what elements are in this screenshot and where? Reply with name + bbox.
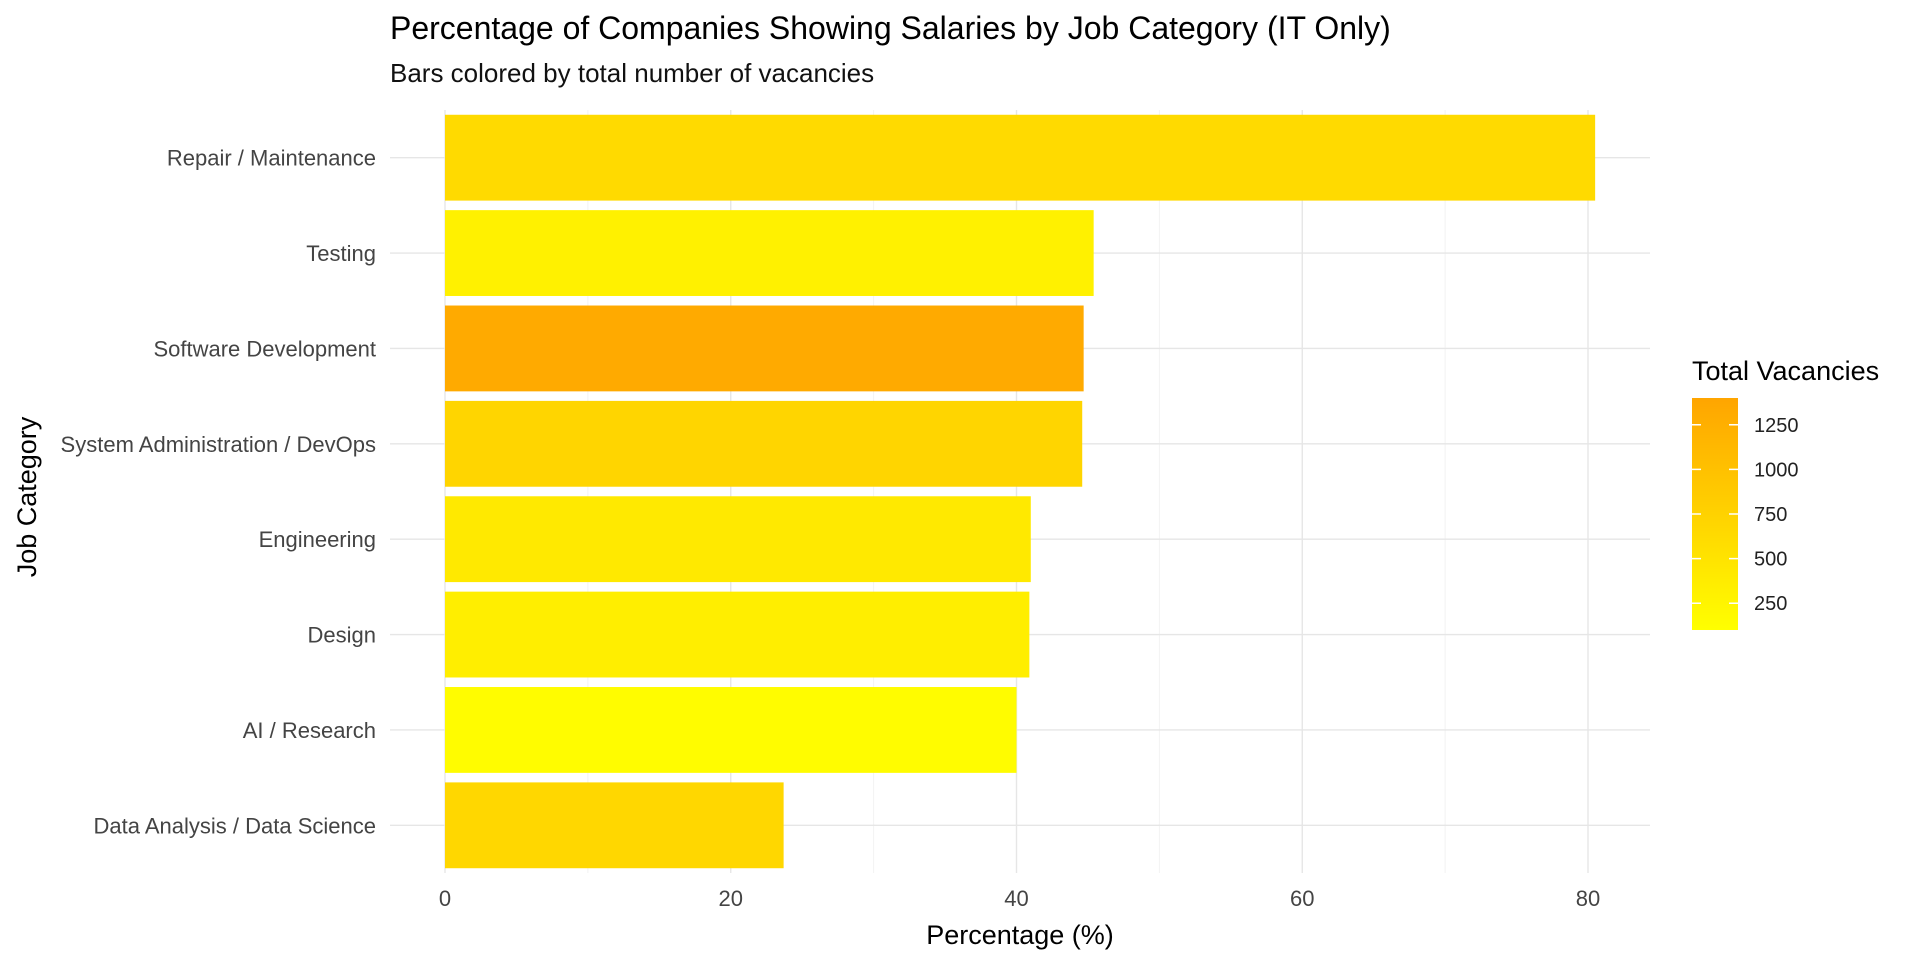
category-label: Testing	[306, 241, 376, 266]
category-label: Engineering	[259, 527, 376, 552]
category-label: AI / Research	[243, 718, 376, 743]
x-tick-label: 40	[1004, 886, 1028, 911]
category-label: System Administration / DevOps	[61, 432, 376, 457]
bar	[445, 400, 1083, 487]
bar	[445, 114, 1596, 201]
legend-tick-label: 500	[1754, 549, 1787, 571]
x-tick-label: 60	[1290, 886, 1314, 911]
category-label: Data Analysis / Data Science	[94, 813, 376, 838]
x-tick-labels: 0 20 40 60 80	[439, 886, 1600, 911]
legend-tick-label: 1250	[1754, 415, 1799, 437]
category-label: Software Development	[153, 336, 376, 361]
x-tick-label: 0	[439, 886, 451, 911]
color-legend: Total Vacancies 250 500 750 1000 1250	[1692, 356, 1879, 630]
legend-tick-label: 750	[1754, 504, 1787, 526]
x-axis-title: Percentage (%)	[926, 920, 1114, 950]
y-axis-title: Job Category	[12, 416, 42, 577]
x-tick-label: 20	[719, 886, 743, 911]
bar	[445, 210, 1094, 296]
bar	[445, 591, 1030, 678]
legend-tick-label: 250	[1754, 593, 1787, 615]
category-label: Repair / Maintenance	[167, 146, 376, 171]
chart-title: Percentage of Companies Showing Salaries…	[390, 10, 1391, 46]
bar	[445, 305, 1084, 392]
legend-title: Total Vacancies	[1692, 356, 1879, 386]
category-label: Design	[308, 623, 376, 648]
x-tick-label: 80	[1576, 886, 1600, 911]
legend-tick-label: 1000	[1754, 459, 1799, 481]
bar	[445, 782, 784, 869]
bar	[445, 496, 1031, 583]
bar	[445, 687, 1017, 773]
chart-subtitle: Bars colored by total number of vacancie…	[390, 58, 875, 88]
bars	[445, 114, 1596, 869]
category-labels: Repair / Maintenance Testing Software Deve…	[61, 146, 376, 839]
